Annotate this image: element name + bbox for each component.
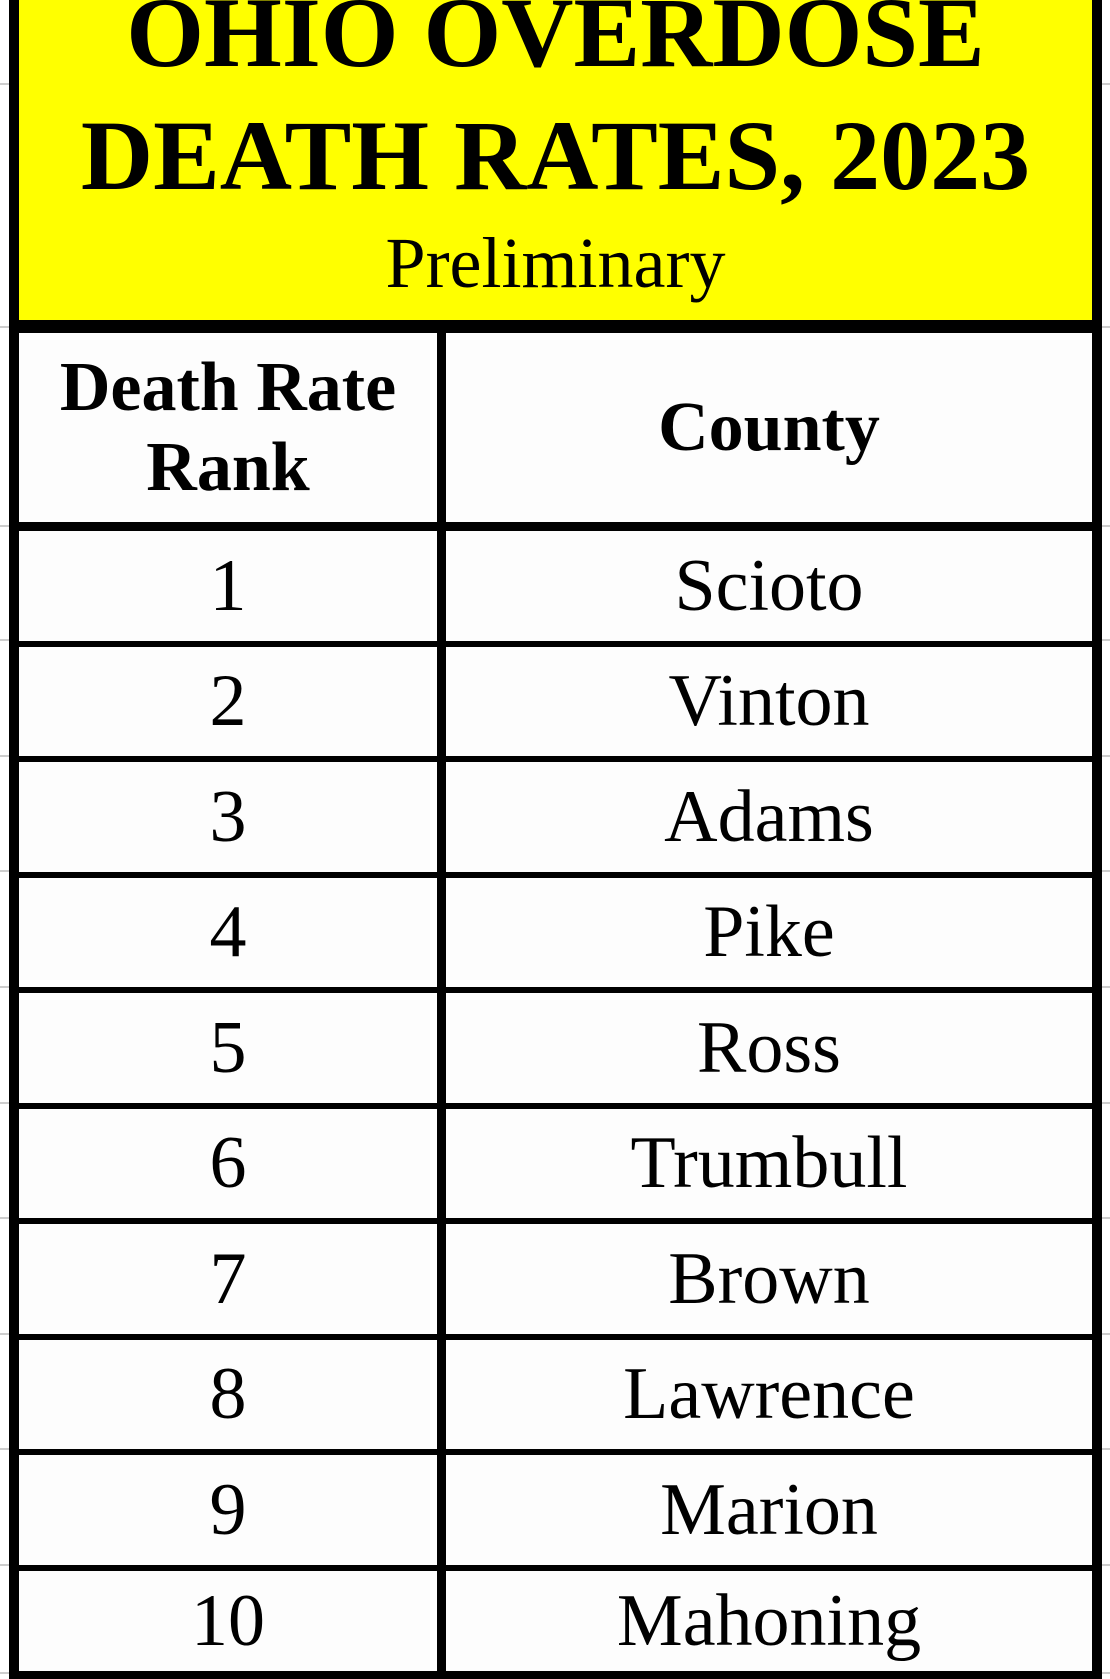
table-bottom-border [19,1670,1092,1679]
sheet-gridline [0,639,9,641]
table-row: 7 Brown [19,1218,1092,1334]
sheet-gridline [0,1672,9,1674]
table-row: 8 Lawrence [19,1333,1092,1449]
rank-cell: 1 [209,544,247,627]
county-cell: Trumbull [630,1122,908,1205]
table-header-row: Death Rate Rank County [19,333,1092,522]
sheet-gridline [1102,1333,1110,1335]
rank-cell: 4 [209,891,247,974]
title-separator-border [19,320,1092,333]
sheet-gridline [1102,1102,1110,1104]
header-county-label: County [658,388,880,466]
header-county-cell: County [446,333,1092,522]
rank-cell: 3 [209,775,247,858]
sheet-gridline [1102,525,1110,527]
table-title-cell: OHIO OVERDOSE DEATH RATES, 2023 Prelimin… [19,0,1092,320]
county-cell: Marion [660,1468,878,1551]
header-separator-border [19,522,1092,531]
county-cell: Brown [668,1237,870,1320]
county-cell: Scioto [674,544,864,627]
sheet-gridline [1102,755,1110,757]
sheet-gridline [1102,83,1110,85]
sheet-gridline [0,1448,9,1450]
table-row: 9 Marion [19,1449,1092,1565]
sheet-gridline [0,986,9,988]
rank-cell: 6 [209,1122,247,1205]
header-rank-line2: Rank [146,428,310,506]
table-row: 2 Vinton [19,640,1092,756]
sheet-gridline [0,1564,9,1566]
rank-cell: 5 [209,1006,247,1089]
sheet-gridline [0,1102,9,1104]
title-subtitle: Preliminary [385,223,726,303]
rank-cell: 9 [209,1468,247,1551]
county-cell: Adams [664,775,874,858]
sheet-gridline [0,755,9,757]
sheet-gridline [0,1217,9,1219]
county-cell: Mahoning [616,1579,922,1662]
title-line-2: DEATH RATES, 2023 [80,100,1031,211]
sheet-gridline [1102,1564,1110,1566]
overdose-rank-table: OHIO OVERDOSE DEATH RATES, 2023 Prelimin… [9,0,1102,1679]
sheet-gridline [1102,870,1110,872]
sheet-gridline [0,1333,9,1335]
header-rank-cell: Death Rate Rank [19,333,437,522]
sheet-gridline [1102,639,1110,641]
rank-cell: 8 [209,1353,247,1436]
sheet-gridline [0,525,9,527]
table-row: 3 Adams [19,756,1092,872]
table-body: 1 Scioto 2 Vinton 3 Adams 4 Pike 5 [19,531,1092,1671]
table-row: 5 Ross [19,987,1092,1103]
county-cell: Vinton [668,660,870,743]
sheet-gridline [0,870,9,872]
table-row: 4 Pike [19,871,1092,987]
sheet-gridline [0,326,9,328]
table-row: 6 Trumbull [19,1102,1092,1218]
county-cell: Pike [703,891,835,974]
table-row: 10 Mahoning [19,1564,1092,1671]
title-line-1: OHIO OVERDOSE [126,0,985,88]
header-rank-line1: Death Rate [59,348,397,426]
sheet-gridline [1102,1672,1110,1674]
sheet-gridline [0,83,9,85]
rank-cell: 10 [191,1579,265,1662]
table-row: 1 Scioto [19,531,1092,641]
sheet-gridline [1102,1217,1110,1219]
rank-cell: 2 [209,660,247,743]
county-cell: Ross [697,1006,841,1089]
sheet-gridline [1102,1448,1110,1450]
county-cell: Lawrence [623,1353,915,1436]
column-divider [437,333,446,1679]
sheet-gridline [1102,326,1110,328]
sheet-gridline [1102,986,1110,988]
rank-cell: 7 [209,1237,247,1320]
